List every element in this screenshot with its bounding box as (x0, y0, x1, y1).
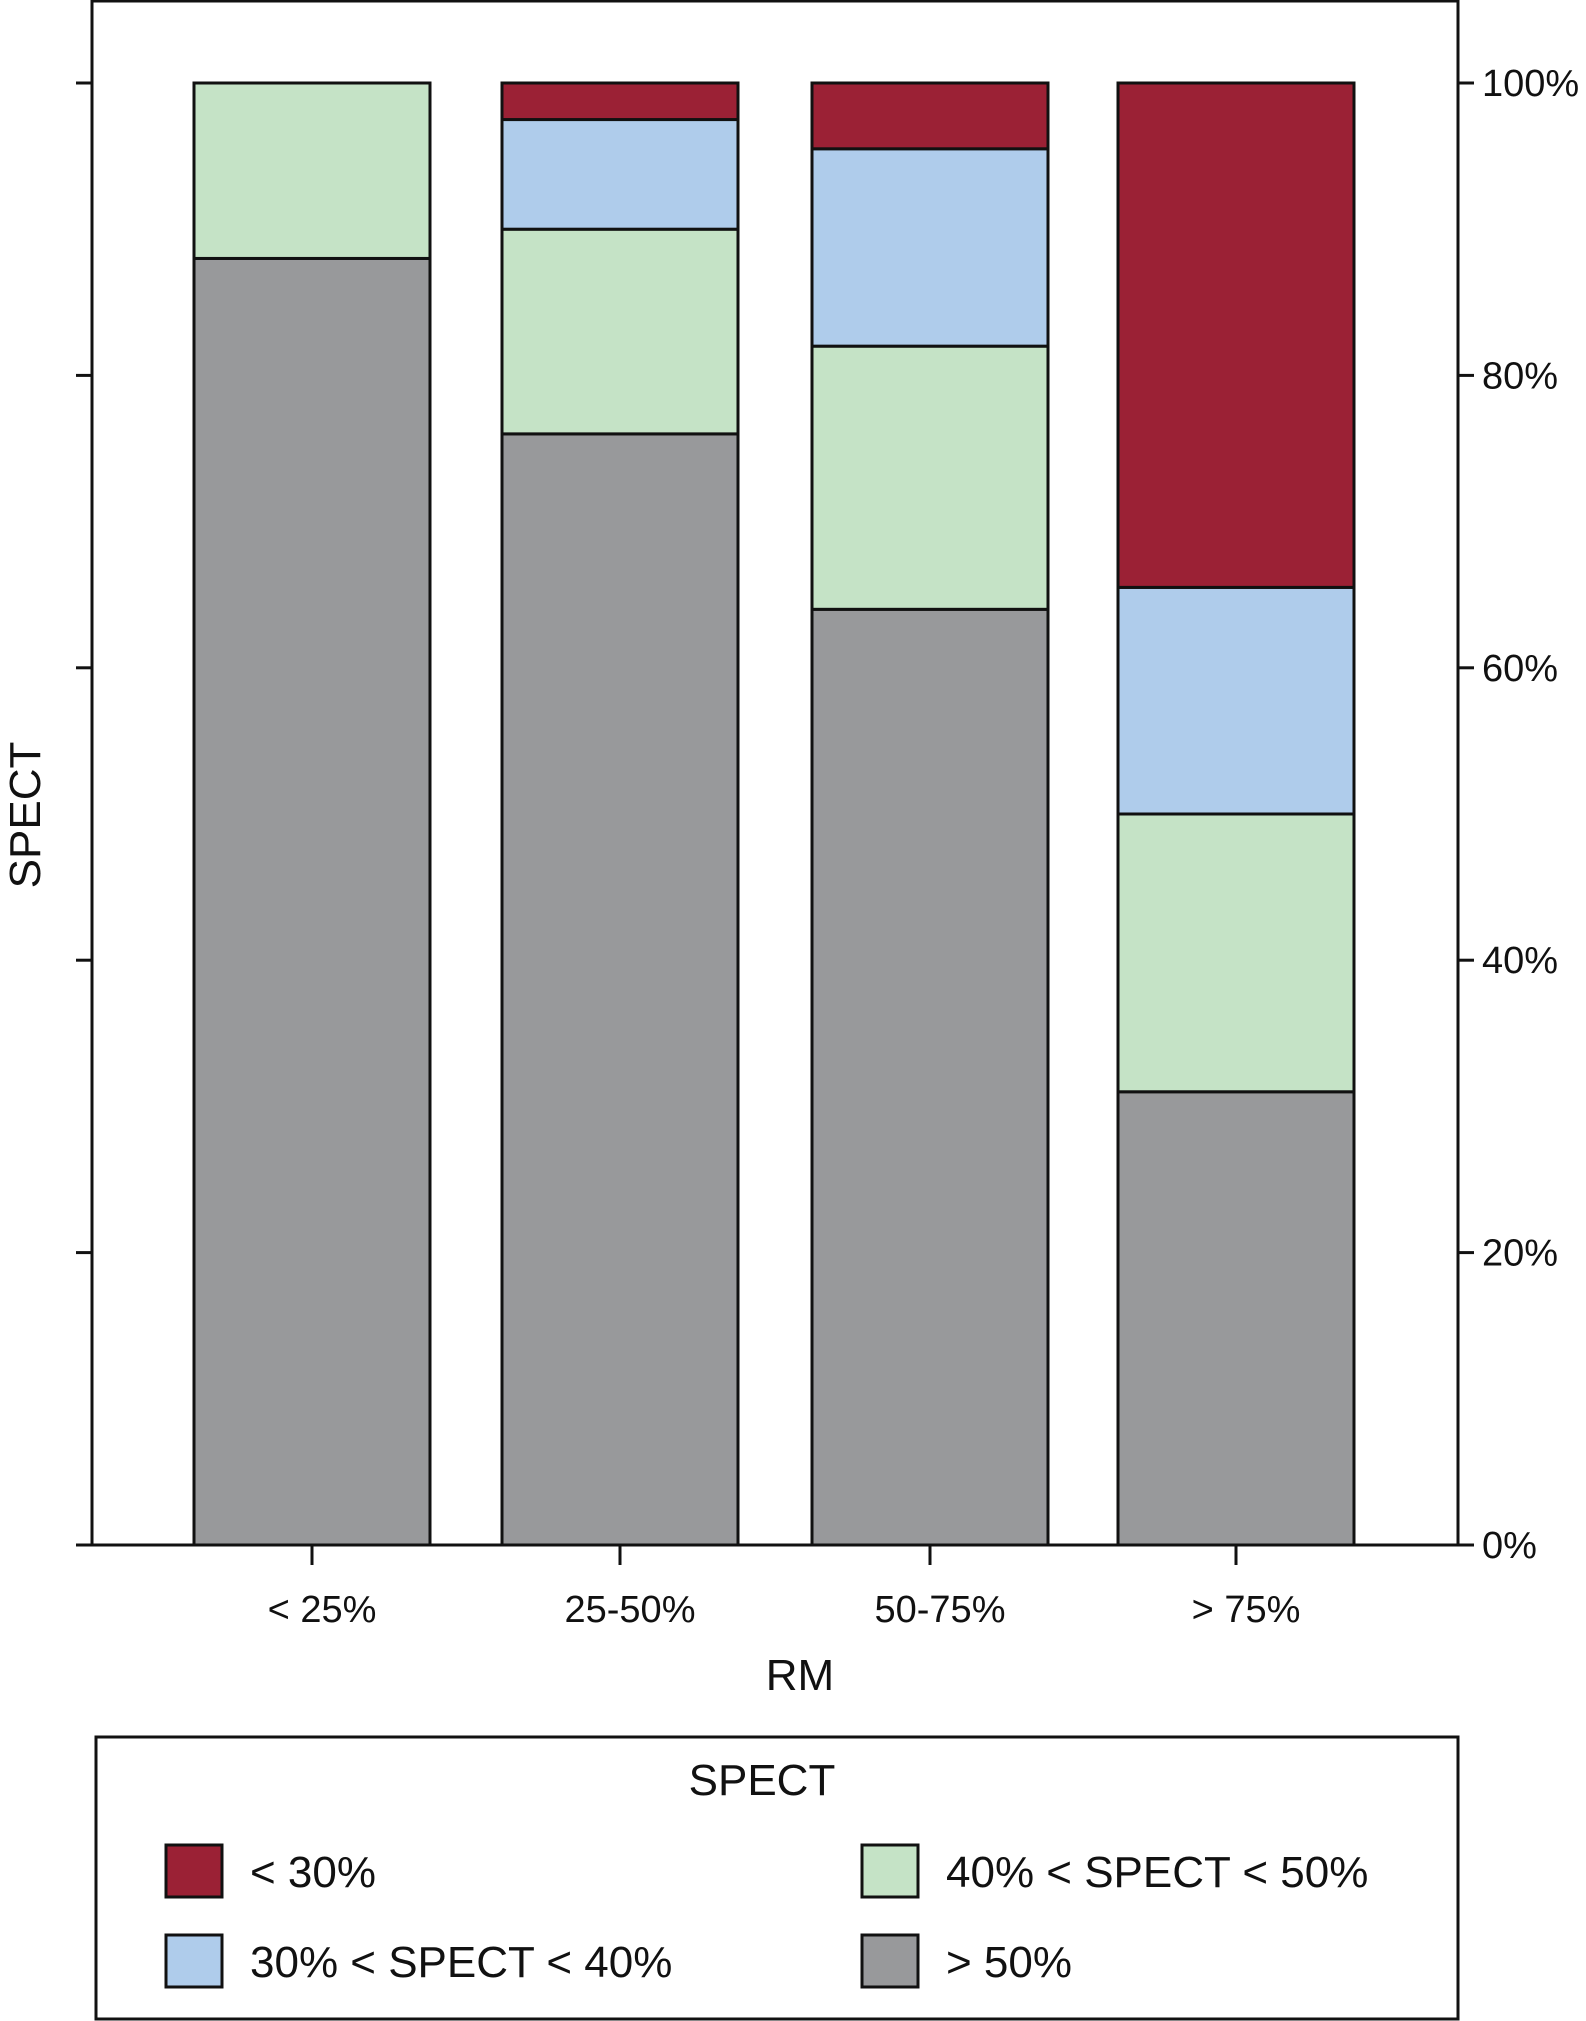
bar-segment-40pct-lt-spect-lt-50pct-gt-75pct (1116, 812, 1356, 1094)
legend-swatch-40pct-lt-spect-lt-50pct (860, 1843, 920, 1899)
legend-swatch-30pct-lt-spect-lt-40pct (164, 1933, 224, 1989)
x-axis-title: RM (766, 1651, 834, 1700)
y-tick-label: 40% (1482, 940, 1558, 982)
bar-segment-40pct-lt-spect-lt-50pct-25-50pct (500, 227, 740, 436)
legend-label: 30% < SPECT < 40% (250, 1938, 672, 1987)
bar-segment-gt-50pct-50-75pct (810, 607, 1050, 1547)
legend-label: > 50% (946, 1938, 1072, 1987)
x-tick-label: 50-75% (875, 1589, 1006, 1631)
bar-segment-gt-50pct-25-50pct (500, 432, 740, 1547)
legend: SPECT < 30% 40% < SPECT < 50% 30% < SPECT … (94, 1735, 1460, 2021)
bar-segment-40pct-lt-spect-lt-50pct-lt-25pct (192, 81, 432, 260)
y-tick-label: 60% (1482, 648, 1558, 690)
bar-segment-lt-30pct-25-50pct (500, 81, 740, 122)
bar-segment-30pct-lt-spect-lt-40pct-gt-75pct (1116, 585, 1356, 816)
y-tick-label: 20% (1482, 1233, 1558, 1275)
bar-segment-lt-30pct-50-75pct (810, 81, 1050, 151)
axis-layer: 0% 20% 40% 60% 80% 100% < 25% 25-50% 50-75% > 75% (76, 63, 1579, 1631)
x-tick-label: 25-50% (565, 1589, 696, 1631)
legend-label: 40% < SPECT < 50% (946, 1848, 1368, 1897)
bar-segment-lt-30pct-gt-75pct (1116, 81, 1356, 589)
bar-segment-30pct-lt-spect-lt-40pct-50-75pct (810, 147, 1050, 348)
x-tick-label: < 25% (268, 1589, 377, 1631)
legend-label: < 30% (250, 1848, 376, 1897)
legend-swatch-lt-30pct (164, 1843, 224, 1899)
y-tick-label: 0% (1482, 1525, 1537, 1567)
bar-segment-40pct-lt-spect-lt-50pct-50-75pct (810, 344, 1050, 611)
plot-frame (90, 0, 1460, 1547)
legend-title: SPECT (689, 1756, 836, 1805)
y-axis-title: SPECT (1, 742, 50, 889)
y-tick-label: 100% (1482, 63, 1579, 105)
bars-layer (192, 81, 1356, 1547)
legend-swatch-gt-50pct (860, 1933, 920, 1989)
x-tick-label: > 75% (1192, 1589, 1301, 1631)
legend-frame (94, 1735, 1460, 2021)
y-tick-label: 80% (1482, 355, 1558, 397)
bar-segment-30pct-lt-spect-lt-40pct-25-50pct (500, 118, 740, 231)
bar-segment-gt-50pct-gt-75pct (1116, 1090, 1356, 1547)
bar-segment-gt-50pct-lt-25pct (192, 256, 432, 1547)
